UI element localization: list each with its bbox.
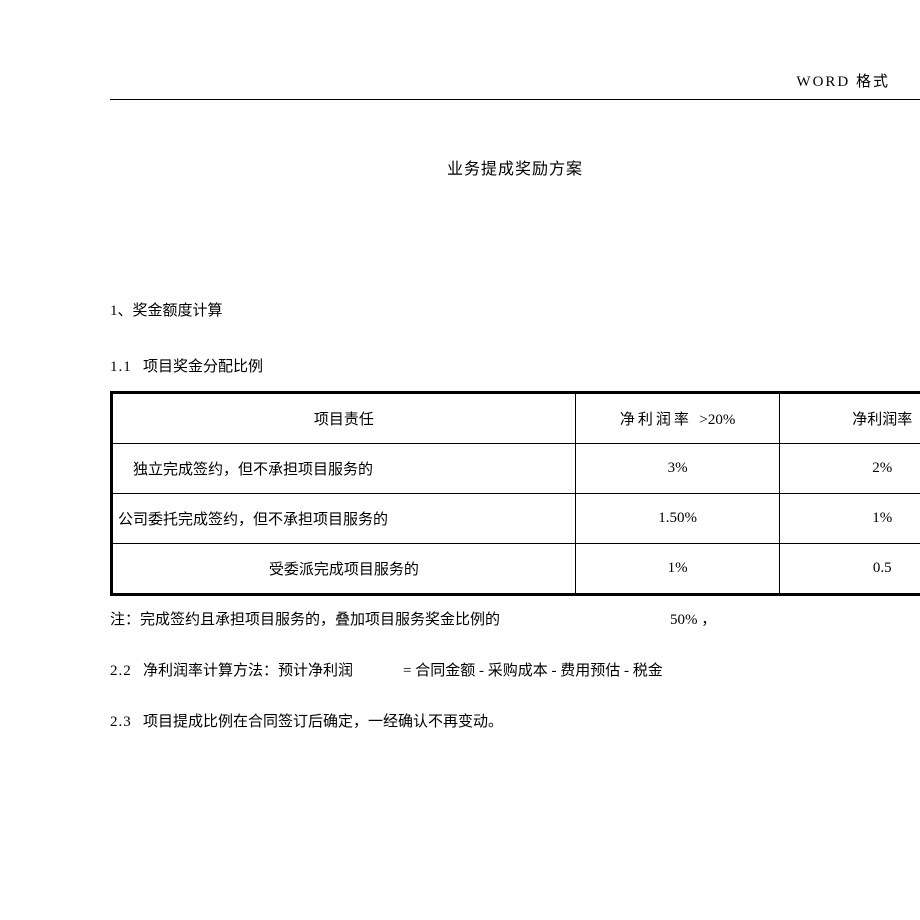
note-percent: 50% ， bbox=[670, 608, 716, 629]
section-2-2-text: 净利润率计算方法：预计净利润 bbox=[143, 663, 353, 679]
note-text: 注：完成签约且承担项目服务的，叠加项目服务奖金比例的 bbox=[110, 612, 500, 628]
section-2-2-number: 2.2 bbox=[110, 663, 132, 679]
table-cell-val: 3% bbox=[575, 444, 780, 494]
table-cell-val: 1.50% bbox=[575, 494, 780, 544]
table-cell-val: 2% bbox=[780, 444, 920, 494]
bonus-table: 项目责任 净利润率 >20% 净利润率 独立完成签约，但不承担项目服务的 3% … bbox=[110, 391, 920, 596]
table-cell-resp: 独立完成签约，但不承担项目服务的 bbox=[112, 444, 576, 494]
table-header-rate-low: 净利润率 bbox=[780, 393, 920, 444]
table-row: 独立完成签约，但不承担项目服务的 3% 2% bbox=[112, 444, 920, 494]
table-cell-val: 1% bbox=[780, 494, 920, 544]
table-header-responsibility: 项目责任 bbox=[112, 393, 576, 444]
section-1-1: 1.1 项目奖金分配比例 bbox=[110, 355, 920, 376]
header-divider bbox=[110, 99, 920, 100]
table-header-rate-high: 净利润率 >20% bbox=[575, 393, 780, 444]
table-row: 公司委托完成签约，但不承担项目服务的 1.50% 1% bbox=[112, 494, 920, 544]
section-2-3-number: 2.3 bbox=[110, 714, 132, 730]
section-1-1-number: 1.1 bbox=[110, 359, 132, 375]
section-2-3-text: 项目提成比例在合同签订后确定，一经确认不再变动。 bbox=[143, 714, 503, 730]
section-2-2: 2.2 净利润率计算方法：预计净利润 = 合同金额 - 采购成本 - 费用预估 -… bbox=[110, 659, 920, 680]
document-title: 业务提成奖励方案 bbox=[110, 155, 920, 179]
bonus-table-wrap: 项目责任 净利润率 >20% 净利润率 独立完成签约，但不承担项目服务的 3% … bbox=[110, 391, 920, 596]
table-cell-val: 0.5 bbox=[780, 544, 920, 595]
table-header-rate-threshold: >20% bbox=[699, 412, 735, 428]
section-1-heading: 1、奖金额度计算 bbox=[110, 299, 920, 320]
header-format-label: WORD 格式 bbox=[110, 70, 920, 91]
document-page: WORD 格式 业务提成奖励方案 1、奖金额度计算 1.1 项目奖金分配比例 项… bbox=[0, 0, 920, 731]
table-cell-resp: 受委派完成项目服务的 bbox=[112, 544, 576, 595]
table-row: 受委派完成项目服务的 1% 0.5 bbox=[112, 544, 920, 595]
section-2-2-formula: = 合同金额 - 采购成本 - 费用预估 - 税金 bbox=[403, 659, 663, 680]
table-cell-resp: 公司委托完成签约，但不承担项目服务的 bbox=[112, 494, 576, 544]
section-2-3: 2.3 项目提成比例在合同签订后确定，一经确认不再变动。 bbox=[110, 710, 920, 731]
table-header-rate-label: 净利润率 bbox=[620, 412, 692, 428]
table-header-row: 项目责任 净利润率 >20% 净利润率 bbox=[112, 393, 920, 444]
section-1-1-text: 项目奖金分配比例 bbox=[143, 359, 263, 375]
table-cell-val: 1% bbox=[575, 544, 780, 595]
table-note: 注：完成签约且承担项目服务的，叠加项目服务奖金比例的 50% ， bbox=[110, 608, 920, 629]
